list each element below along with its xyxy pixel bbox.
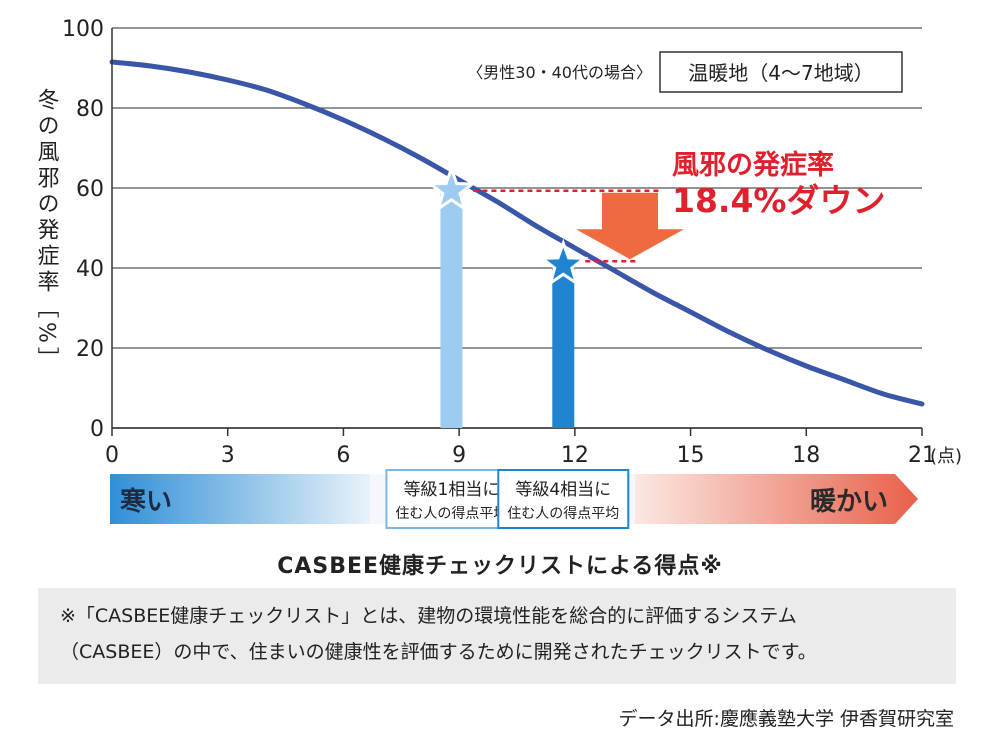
footnote-line2: （CASBEE）の中で、住まいの健康性を評価するために開発されたチェックリストで… <box>60 641 817 663</box>
annotation-line1: 風邪の発症率 <box>672 149 834 181</box>
highlight-star <box>426 164 477 213</box>
legend-region: 温暖地（4～7地域） <box>688 61 873 85</box>
down-arrow-icon <box>576 192 684 260</box>
y-tick-label: 20 <box>76 337 104 362</box>
x-unit-label: (点) <box>930 446 962 467</box>
x-tick-label: 15 <box>677 443 705 468</box>
y-tick-label: 100 <box>62 17 104 42</box>
category-label-box <box>497 469 630 529</box>
y-tick-label: 40 <box>76 257 104 282</box>
label-warm: 暖かい <box>810 487 888 517</box>
x-tick-label: 18 <box>792 443 820 468</box>
gradient-band-cold <box>110 474 370 524</box>
label-cold: 寒い <box>120 486 172 517</box>
highlight-bar <box>552 265 575 428</box>
curve-layer <box>109 59 925 407</box>
series-line <box>109 59 925 407</box>
x-tick-label: 3 <box>221 443 235 468</box>
annotation-line2: 18.4%ダウン <box>672 181 886 220</box>
x-tick-label: 6 <box>336 443 350 468</box>
category-label-line1: 等級4相当に <box>515 480 611 500</box>
x-tick-label: 21 <box>908 443 936 468</box>
axes: 0 20 40 60 80 100 0 3 6 9 12 15 18 21(点) <box>62 17 962 468</box>
y-tick-label: 80 <box>76 97 104 122</box>
y-tick-label: 60 <box>76 177 104 202</box>
footnote-box: ※「CASBEE健康チェックリスト」とは、建物の環境性能を総合的に評価するシステ… <box>38 588 956 684</box>
gradient-band-warm <box>635 474 918 524</box>
annotations <box>426 164 684 287</box>
x-tick-label: 12 <box>561 443 589 468</box>
y-axis-label: 冬の風邪の発症率［%］ <box>34 88 60 373</box>
highlight-star <box>538 238 589 287</box>
highlight-bars <box>440 190 575 428</box>
legend-condition: 〈男性30・40代の場合〉 <box>467 63 652 82</box>
category-label-line2: 住む人の得点平均 <box>507 505 619 522</box>
x-axis-title: CASBEE健康チェックリストによる得点※ <box>277 554 723 579</box>
highlight-bar <box>440 190 463 428</box>
category-label-line1: 等級1相当に <box>404 480 500 500</box>
legend-region-box <box>659 51 903 93</box>
y-tick-label: 0 <box>90 417 104 442</box>
data-source: データ出所:慶應義塾大学 伊香賀研究室 <box>618 708 954 730</box>
grid-lines <box>112 27 922 429</box>
x-tick-label: 9 <box>452 443 466 468</box>
category-label-line2: 住む人の得点平均 <box>395 505 507 522</box>
x-tick-label: 0 <box>105 443 119 468</box>
footnote-line1: ※「CASBEE健康チェックリスト」とは、建物の環境性能を総合的に評価するシステ… <box>60 605 797 627</box>
